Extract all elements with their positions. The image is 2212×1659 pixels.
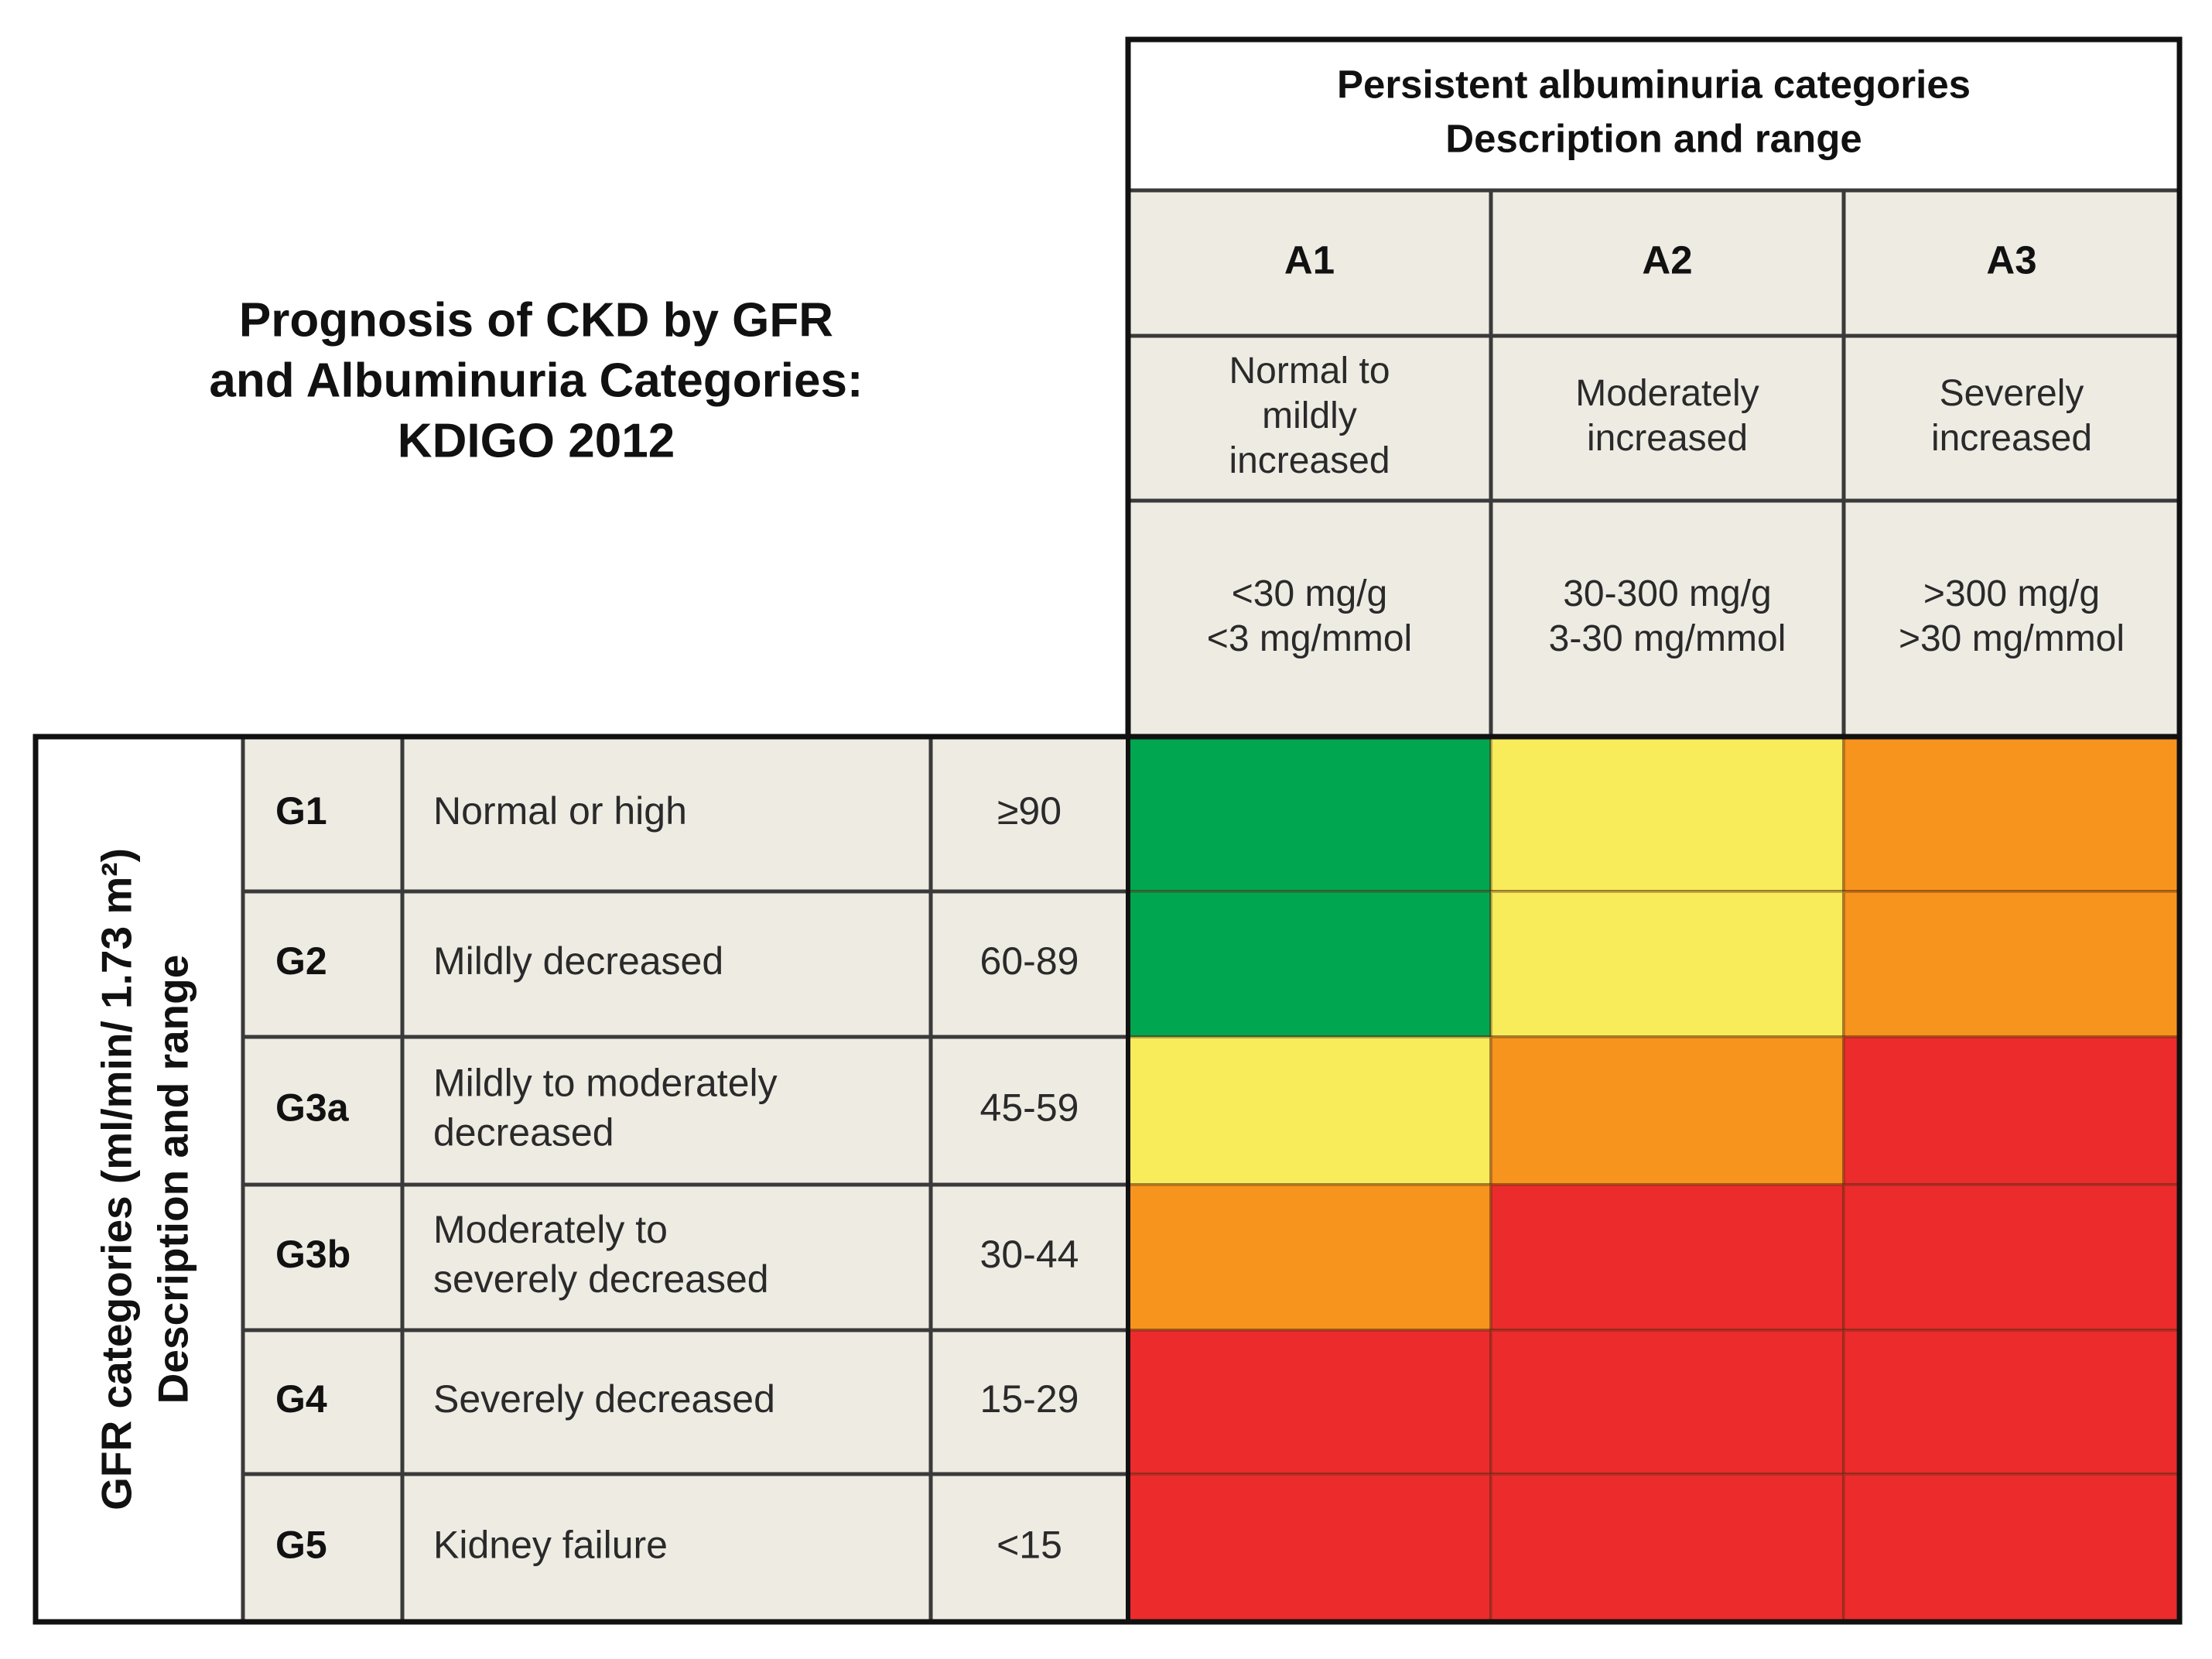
row-cell [400, 1182, 933, 1332]
column-code: A3 [1986, 238, 2036, 282]
row-description: Mildly to moderately [433, 1062, 778, 1105]
header-box [1128, 39, 2180, 190]
column-range: >300 mg/g [1923, 573, 2100, 614]
column-code: A1 [1284, 238, 1335, 282]
row-code: G3b [275, 1233, 350, 1276]
risk-cell [1842, 1035, 2181, 1186]
column-description: increased [1931, 418, 2092, 459]
risk-cell [1127, 735, 1492, 893]
row-code: G3a [275, 1086, 350, 1130]
risk-cell [1842, 890, 2181, 1038]
column-description: Normal to [1229, 351, 1390, 392]
risk-cell [1489, 890, 1845, 1038]
row-cell [241, 1472, 405, 1624]
column-description: increased [1229, 440, 1390, 481]
risk-cell [1842, 1329, 2181, 1476]
risk-cell [1127, 1473, 1492, 1623]
risk-cell [1127, 1035, 1492, 1186]
title: KDIGO 2012 [398, 414, 675, 467]
column-description: Severely [1940, 373, 2084, 414]
row-cell [928, 1328, 1130, 1476]
row-description: Normal or high [433, 789, 687, 833]
row-description: severely decreased [433, 1257, 769, 1301]
row-cell [400, 734, 933, 894]
column-description: Moderately [1575, 373, 1759, 414]
row-cell [241, 1328, 405, 1476]
risk-cell [1489, 735, 1845, 893]
row-code: G1 [275, 789, 327, 833]
risk-cell [1489, 1035, 1845, 1186]
row-range: 30-44 [980, 1233, 1079, 1276]
row-cell [928, 1035, 1130, 1187]
header-cell [1841, 334, 2182, 503]
albuminuria-header: Persistent albuminuria categories [1337, 62, 1971, 106]
row-cell [241, 889, 405, 1039]
risk-cell [1842, 1183, 2181, 1332]
row-code: G2 [275, 939, 327, 983]
row-range: 60-89 [980, 939, 1079, 983]
column-range: <30 mg/g [1232, 573, 1387, 614]
row-cell [928, 734, 1130, 894]
column-code: A2 [1642, 238, 1692, 282]
row-cell [400, 1328, 933, 1476]
risk-cell [1489, 1473, 1845, 1623]
risk-cell [1842, 1473, 2181, 1623]
column-range: 30-300 mg/g [1563, 573, 1772, 614]
row-description: decreased [433, 1111, 614, 1154]
gfr-header: Description and range [149, 955, 197, 1404]
gfr-border [32, 734, 2183, 1625]
row-description: Kidney failure [433, 1524, 668, 1567]
title: and Albuminuria Categories: [209, 354, 863, 407]
row-range: ≥90 [997, 789, 1062, 833]
column-range: 3-30 mg/mmol [1549, 618, 1786, 659]
albuminuria-header: Description and range [1445, 116, 1862, 160]
row-description: Severely decreased [433, 1377, 775, 1421]
risk-cell [1489, 1329, 1845, 1476]
row-cell [400, 1035, 933, 1187]
header-cell [1126, 498, 1493, 739]
title: Prognosis of CKD by GFR [239, 293, 833, 347]
risk-cell [1842, 735, 2181, 893]
column-range: <3 mg/mmol [1207, 618, 1412, 659]
risk-cell [1127, 1183, 1492, 1332]
row-cell [241, 1035, 405, 1187]
header-cell [1126, 334, 1493, 503]
risk-cell [1127, 890, 1492, 1038]
row-code: G5 [275, 1524, 327, 1567]
column-description: mildly [1262, 395, 1357, 436]
risk-cell [1489, 1183, 1845, 1332]
row-description: Moderately to [433, 1208, 668, 1251]
header-cell [1841, 498, 2182, 739]
column-description: increased [1587, 418, 1748, 459]
row-cell [928, 889, 1130, 1039]
header-cell [1126, 188, 1493, 338]
column-range: >30 mg/mmol [1899, 618, 2125, 659]
risk-cell [1127, 1329, 1492, 1476]
gfr-header: GFR categories (ml/min/ 1.73 m²) [93, 848, 141, 1510]
row-code: G4 [275, 1377, 327, 1421]
row-cell [400, 889, 933, 1039]
row-range: 45-59 [980, 1086, 1079, 1130]
gfr-label-cell [36, 737, 243, 1622]
row-range: <15 [997, 1524, 1062, 1567]
row-description: Mildly decreased [433, 939, 723, 983]
row-cell [928, 1182, 1130, 1332]
row-range: 15-29 [980, 1377, 1079, 1421]
